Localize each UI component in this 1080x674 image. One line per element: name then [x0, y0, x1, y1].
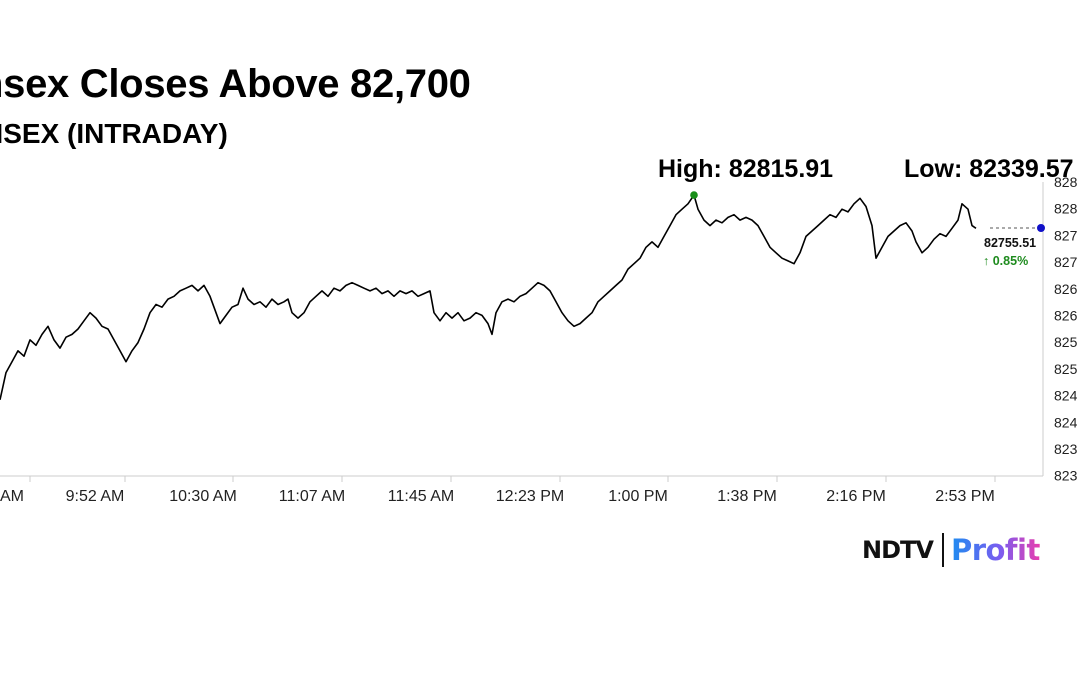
y-tick-label: 824 [1054, 388, 1078, 404]
arrow-up-icon: ↑ [983, 254, 990, 268]
chart-subtitle: NSEX (INTRADAY) [0, 118, 228, 149]
change-percent-label: ↑ 0.85% [983, 254, 1028, 268]
y-tick-label: 823 [1054, 468, 1078, 484]
last-value-marker [1037, 224, 1045, 233]
y-tick-label: 827 [1054, 254, 1078, 270]
chart-title: nsex Closes Above 82,700 [0, 62, 471, 106]
y-tick-label: 823 [1054, 441, 1078, 457]
x-tick-label: 12:23 PM [496, 488, 564, 505]
x-tick-label: 1:00 PM [608, 488, 668, 505]
y-axis: 828 828 827 827 826 826 825 825 824 824 823 823 [1042, 174, 1078, 484]
x-tick-label: 2:53 PM [935, 488, 995, 505]
brand-logo: NDTV Profit [862, 532, 1040, 568]
x-axis: AM 9:52 AM 10:30 AM 11:07 AM 11:45 AM 12:23 P… [0, 475, 1043, 505]
y-tick-label: 827 [1054, 227, 1078, 243]
price-line [0, 194, 977, 400]
low-label: Low: 82339.57 [904, 155, 1074, 183]
y-tick-label: 826 [1054, 308, 1078, 324]
y-tick-label: 828 [1054, 174, 1078, 190]
last-price-label: 82755.51 [984, 236, 1037, 250]
high-label: High: 82815.91 [658, 155, 834, 183]
y-tick-label: 824 [1054, 414, 1078, 430]
logo-divider [941, 533, 944, 567]
y-tick-label: 825 [1054, 361, 1078, 377]
logo-profit: Profit [950, 533, 1040, 567]
x-tick-label: 11:45 AM [388, 488, 454, 505]
y-tick-label: 828 [1054, 201, 1078, 217]
x-tick-label: AM [0, 488, 24, 505]
x-tick-label: 10:30 AM [169, 488, 237, 505]
x-tick-label: 1:38 PM [717, 488, 777, 505]
logo-ndtv: NDTV [862, 536, 934, 564]
y-tick-label: 826 [1054, 281, 1078, 297]
series-layer [0, 194, 977, 400]
x-tick-label: 11:07 AM [279, 488, 345, 505]
marker-layer [690, 191, 1045, 233]
change-percent-value: 0.85% [992, 254, 1029, 268]
y-tick-label: 825 [1054, 334, 1078, 350]
high-marker [690, 191, 698, 199]
x-tick-label: 2:16 PM [826, 488, 886, 505]
x-tick-label: 9:52 AM [66, 488, 125, 505]
